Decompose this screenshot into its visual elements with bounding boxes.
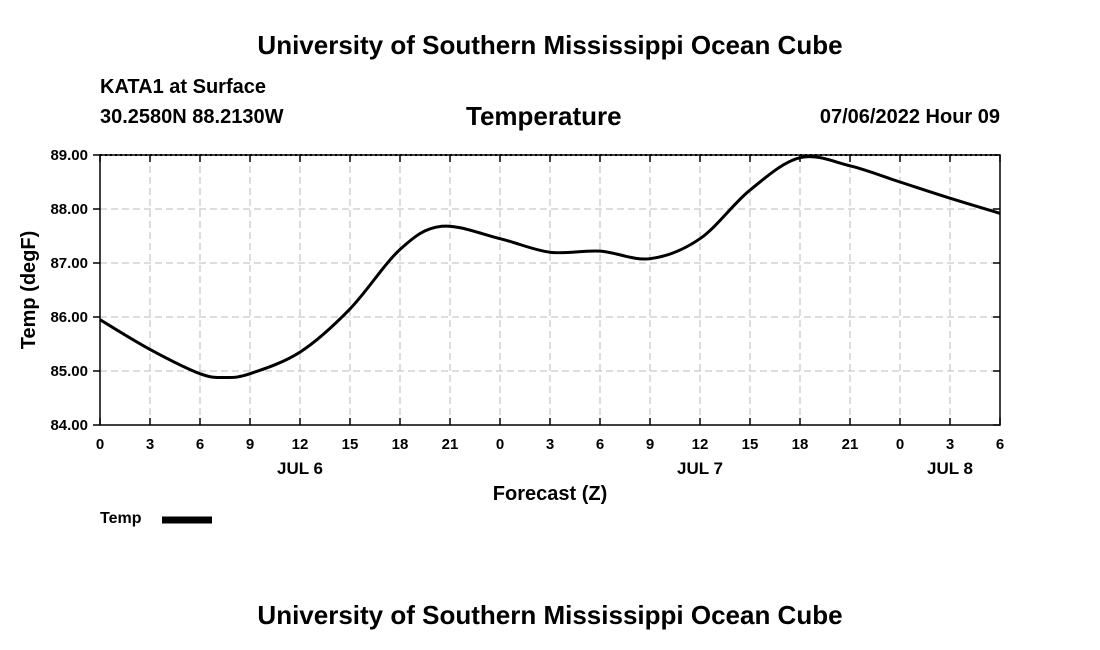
y-axis-label: Temp (degF) <box>18 231 40 350</box>
chart-title: Temperature <box>466 101 622 131</box>
x-tick-label: 3 <box>946 436 954 453</box>
x-tick-label: 15 <box>342 436 359 453</box>
day-label: JUL 7 <box>677 459 723 478</box>
x-tick-label: 3 <box>546 436 554 453</box>
tick-labels: 0 3 6 9 12 15 18 21 0 3 6 9 12 15 18 21 0 3 6 JUL 6 JUL 7 JUL… <box>50 147 1004 478</box>
x-tick-label: 9 <box>646 436 654 453</box>
x-tick-label: 6 <box>596 436 604 453</box>
x-tick-label: 0 <box>96 436 104 453</box>
station-coordinates: 30.2580N 88.2130W <box>100 106 284 128</box>
x-tick-label: 18 <box>392 436 409 453</box>
y-tick-label: 87.00 <box>50 255 88 272</box>
x-tick-label: 9 <box>246 436 254 453</box>
x-tick-label: 12 <box>692 436 709 453</box>
x-tick-label: 15 <box>742 436 759 453</box>
x-tick-label: 6 <box>996 436 1004 453</box>
forecast-timestamp: 07/06/2022 Hour 09 <box>819 106 1000 128</box>
grid-lines <box>100 155 1000 425</box>
y-tick-label: 86.00 <box>50 309 88 326</box>
y-tick-label: 84.00 <box>50 417 88 434</box>
axis-ticks <box>93 154 1001 426</box>
x-tick-label: 3 <box>146 436 154 453</box>
x-tick-label: 21 <box>842 436 859 453</box>
x-tick-label: 6 <box>196 436 204 453</box>
y-tick-label: 88.00 <box>50 201 88 218</box>
legend-label: Temp <box>100 510 142 527</box>
day-label: JUL 6 <box>277 459 323 478</box>
footer-title: University of Southern Mississippi Ocean… <box>257 600 843 630</box>
x-axis-label: Forecast (Z) <box>493 483 607 505</box>
x-tick-label: 0 <box>496 436 504 453</box>
x-tick-label: 0 <box>896 436 904 453</box>
y-tick-label: 85.00 <box>50 363 88 380</box>
day-label: JUL 8 <box>927 459 973 478</box>
page-title: University of Southern Mississippi Ocean… <box>257 30 843 60</box>
station-label: KATA1 at Surface <box>100 76 266 98</box>
temp-series-line <box>99 155 1001 380</box>
x-tick-label: 18 <box>792 436 809 453</box>
y-tick-label: 89.00 <box>50 147 88 164</box>
x-tick-label: 21 <box>442 436 459 453</box>
x-tick-label: 12 <box>292 436 309 453</box>
